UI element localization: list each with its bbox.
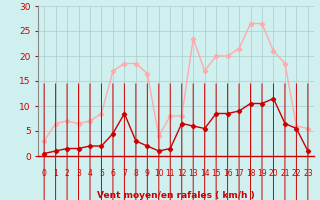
X-axis label: Vent moyen/en rafales ( km/h ): Vent moyen/en rafales ( km/h ) (97, 191, 255, 200)
